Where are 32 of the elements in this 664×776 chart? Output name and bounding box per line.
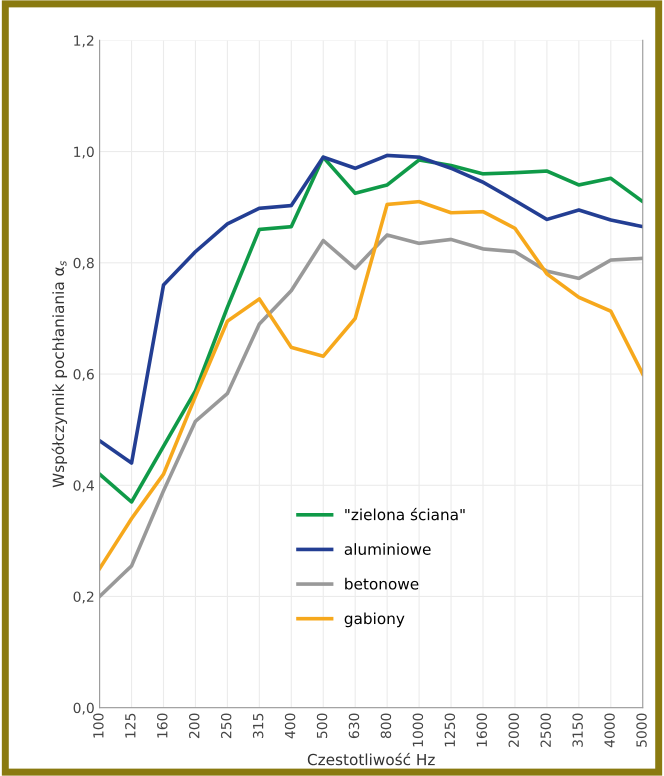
x-tick-label: 5000 xyxy=(636,713,647,747)
line-series xyxy=(100,200,643,570)
x-tick-label: 250 xyxy=(220,713,232,738)
y-axis-title: Współczynnik pochłaniania α$_{s}$ xyxy=(52,260,68,488)
x-tick-label: 3150 xyxy=(572,713,583,747)
x-tick-label: 200 xyxy=(188,713,200,738)
y-tick-label: 0,6 xyxy=(74,369,94,381)
y-tick-label: 1,2 xyxy=(74,35,94,48)
x-tick-label: 315 xyxy=(252,714,264,738)
x-tick-label: 1250 xyxy=(444,713,456,746)
x-tick-label: 160 xyxy=(157,713,168,738)
x-tick-label: 500 xyxy=(316,713,328,738)
x-tick-label: 2500 xyxy=(540,713,551,747)
legend-label: betonowe xyxy=(345,578,418,590)
y-tick-label: 1,0 xyxy=(74,146,94,158)
x-axis-title: Czestotliwość Hz xyxy=(308,752,435,766)
legend-label: gabiony xyxy=(344,612,404,628)
y-tick-label: 0,2 xyxy=(74,591,94,604)
x-tick-label: 630 xyxy=(348,713,360,738)
legend-label: "zielona ściana" xyxy=(345,508,465,520)
x-tick-label: 2000 xyxy=(508,713,519,747)
x-tick-label: 4000 xyxy=(604,713,615,748)
y-tick-label: 0,8 xyxy=(74,258,94,270)
y-tick-label: 0,4 xyxy=(74,480,94,492)
x-tick-label: 125 xyxy=(125,714,136,738)
x-tick-label: 100 xyxy=(93,713,104,738)
y-tick-label: 0,0 xyxy=(74,702,94,715)
x-tick-label: 800 xyxy=(380,713,392,738)
legend-label: aluminiowe xyxy=(344,543,431,555)
x-tick-label: 400 xyxy=(284,713,296,738)
x-tick-label: 1600 xyxy=(476,713,488,746)
x-tick-label: 1000 xyxy=(412,713,424,746)
